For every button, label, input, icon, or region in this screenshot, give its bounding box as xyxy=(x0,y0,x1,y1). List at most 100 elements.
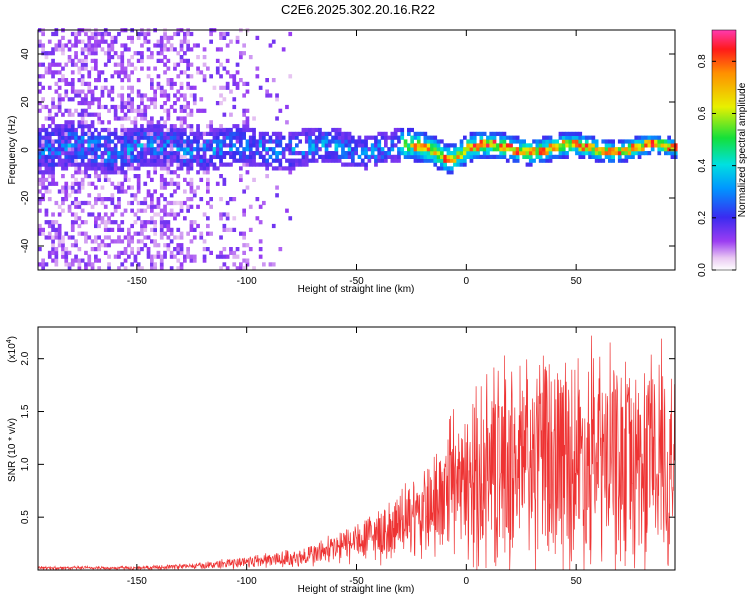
spectrogram-cell xyxy=(97,31,101,37)
spectrogram-cell xyxy=(64,258,69,263)
spectrogram-cell xyxy=(634,139,639,144)
spectrogram-cell xyxy=(130,101,134,106)
spectrogram-cell xyxy=(413,147,418,152)
spectrogram-cell xyxy=(41,227,45,232)
spectrogram-cell xyxy=(179,139,184,144)
spectrogram-cell xyxy=(443,158,447,163)
spectrogram-cell xyxy=(202,212,207,217)
spectrogram-cell xyxy=(229,127,233,133)
spectrogram-cell xyxy=(466,147,470,152)
spectrogram-cell xyxy=(192,131,197,136)
spectrogram-cell xyxy=(479,135,484,140)
spectrogram-cell xyxy=(150,254,154,259)
spectrogram-cell xyxy=(54,81,59,86)
spectrogram-cell xyxy=(212,127,217,133)
spectrogram-cell xyxy=(153,135,157,140)
spectrogram-cell xyxy=(54,254,59,259)
spectrogram-cell xyxy=(528,154,533,159)
spectrogram-cell xyxy=(242,243,246,248)
spectrogram-cell xyxy=(61,185,65,190)
spectrogram-cell xyxy=(166,112,171,117)
spectrogram-cell xyxy=(232,97,237,102)
spectrogram-cell xyxy=(179,250,184,255)
spectrogram-cell xyxy=(123,189,128,194)
spectrogram-cell xyxy=(70,81,75,86)
spectrogram-cell xyxy=(80,74,85,79)
spectrogram-cell xyxy=(57,127,62,133)
spectrogram-cell xyxy=(44,154,49,159)
colorbar-tick-label: 0.4 xyxy=(697,158,708,172)
spectrogram-cell xyxy=(189,185,194,190)
spectrogram-cell xyxy=(54,31,59,37)
spectrogram-cell xyxy=(123,151,128,156)
spectrogram-cell xyxy=(163,35,167,40)
spectrogram-cell xyxy=(173,62,177,67)
spectrogram-cell xyxy=(594,158,599,163)
spectrogram-cell xyxy=(479,139,484,144)
spectrogram-cell xyxy=(183,131,187,136)
spectrogram-cell xyxy=(235,70,240,75)
spectrogram-cell xyxy=(90,212,95,217)
spectrogram-cell xyxy=(166,181,171,186)
spectrogram-cell xyxy=(57,243,62,248)
spectrogram-cell xyxy=(169,231,174,236)
spectrogram-cell xyxy=(90,47,95,52)
spectrogram-cell xyxy=(47,108,52,113)
spectrogram-cell xyxy=(44,70,49,75)
spectrogram-cell xyxy=(360,143,365,148)
spectrogram-cell xyxy=(130,39,134,44)
spectrogram-cell xyxy=(186,112,190,117)
spectrogram-cell xyxy=(47,170,52,175)
spectrogram-cell xyxy=(347,131,352,136)
spectrogram-cell xyxy=(440,139,444,144)
spectrogram-cell xyxy=(660,139,665,144)
spectrogram-cell xyxy=(449,143,454,148)
spectrogram-cell xyxy=(225,216,230,221)
spectrogram-cell xyxy=(327,158,332,163)
spectrogram-cell xyxy=(664,139,668,144)
spectrogram-cell xyxy=(423,147,428,152)
spectrogram-cell xyxy=(67,135,72,140)
spectrogram-cell xyxy=(100,154,105,159)
spectrogram-cell xyxy=(301,127,306,133)
spectrogram-cell xyxy=(70,200,75,206)
spectrogram-cell xyxy=(173,235,177,240)
spectrogram-cell xyxy=(413,135,418,140)
spectrogram-cell xyxy=(212,131,217,136)
spectrogram-cell xyxy=(80,131,85,136)
spectrogram-cell xyxy=(163,101,167,106)
spectrogram-cell xyxy=(136,166,141,171)
spectrogram-cell xyxy=(179,266,184,271)
spectrogram-cell xyxy=(130,89,134,94)
spectrogram-cell xyxy=(130,55,134,60)
spectrogram-cell xyxy=(41,158,45,163)
spectrogram-cell xyxy=(229,112,233,117)
spectrogram-cell xyxy=(113,143,118,148)
spectrogram-cell xyxy=(552,154,556,159)
spectrogram-cell xyxy=(123,104,128,110)
spectrogram-cell xyxy=(515,154,520,159)
spectrogram-cell xyxy=(127,35,131,40)
spectrogram-cell xyxy=(146,104,151,110)
spectrogram-cell xyxy=(624,139,629,144)
spectrogram-cell xyxy=(61,47,65,52)
spectrogram-cell xyxy=(54,70,59,75)
spectrogram-cell xyxy=(97,258,101,263)
spectrogram-cell xyxy=(90,124,95,129)
spectrogram-cell xyxy=(80,185,85,190)
spectrogram-cell xyxy=(183,39,187,44)
spectrogram-cell xyxy=(479,131,484,136)
spectrogram-cell xyxy=(390,143,395,148)
spectrogram-cell xyxy=(140,162,144,167)
spectrogram-cell xyxy=(61,247,65,252)
spectrogram-cell xyxy=(140,147,144,152)
spectrogram-cell xyxy=(196,55,200,60)
spectrogram-cell xyxy=(57,189,62,194)
spectrogram-cell xyxy=(482,147,487,152)
spectrogram-cell xyxy=(357,139,362,144)
spectrogram-cell xyxy=(51,235,55,240)
spectrogram-cell xyxy=(311,147,316,152)
spectrogram-cell xyxy=(47,62,52,67)
spectrogram-cell xyxy=(113,62,118,67)
